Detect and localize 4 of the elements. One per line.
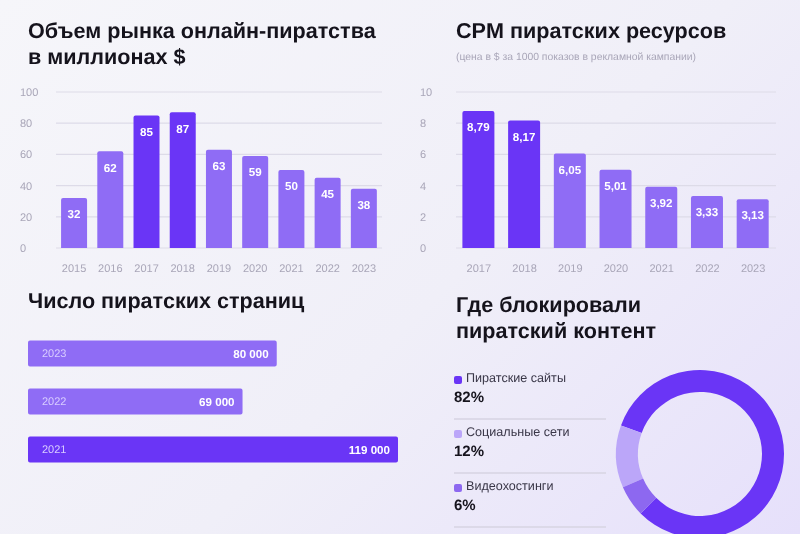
chart-title: CPM пиратских ресурсов bbox=[456, 20, 729, 46]
chart-title: Где блокировали пиратский контент bbox=[456, 294, 659, 346]
chart-title: Объем рынка онлайн-пиратства в миллионах $ bbox=[28, 20, 378, 72]
chart-title: Число пиратских страниц bbox=[28, 290, 307, 316]
